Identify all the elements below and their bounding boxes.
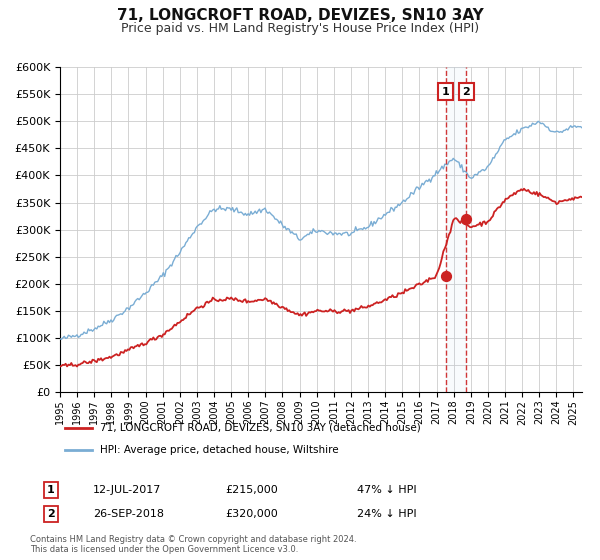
Text: £215,000: £215,000 — [225, 485, 278, 495]
Text: 1: 1 — [47, 485, 55, 495]
Text: Price paid vs. HM Land Registry's House Price Index (HPI): Price paid vs. HM Land Registry's House … — [121, 22, 479, 35]
Text: 1: 1 — [442, 87, 449, 96]
Text: 24% ↓ HPI: 24% ↓ HPI — [357, 509, 416, 519]
Text: This data is licensed under the Open Government Licence v3.0.: This data is licensed under the Open Gov… — [30, 545, 298, 554]
Text: HPI: Average price, detached house, Wiltshire: HPI: Average price, detached house, Wilt… — [101, 445, 339, 455]
Text: 12-JUL-2017: 12-JUL-2017 — [93, 485, 161, 495]
Text: 47% ↓ HPI: 47% ↓ HPI — [357, 485, 416, 495]
Text: 2: 2 — [463, 87, 470, 96]
Text: 71, LONGCROFT ROAD, DEVIZES, SN10 3AY: 71, LONGCROFT ROAD, DEVIZES, SN10 3AY — [116, 8, 484, 24]
Point — [461, 214, 471, 223]
Text: 26-SEP-2018: 26-SEP-2018 — [93, 509, 164, 519]
Text: Contains HM Land Registry data © Crown copyright and database right 2024.: Contains HM Land Registry data © Crown c… — [30, 535, 356, 544]
Text: 2: 2 — [47, 509, 55, 519]
Text: £320,000: £320,000 — [225, 509, 278, 519]
Bar — [446, 67, 466, 392]
Text: 71, LONGCROFT ROAD, DEVIZES, SN10 3AY (detached house): 71, LONGCROFT ROAD, DEVIZES, SN10 3AY (d… — [101, 423, 421, 433]
Point — [441, 271, 451, 280]
